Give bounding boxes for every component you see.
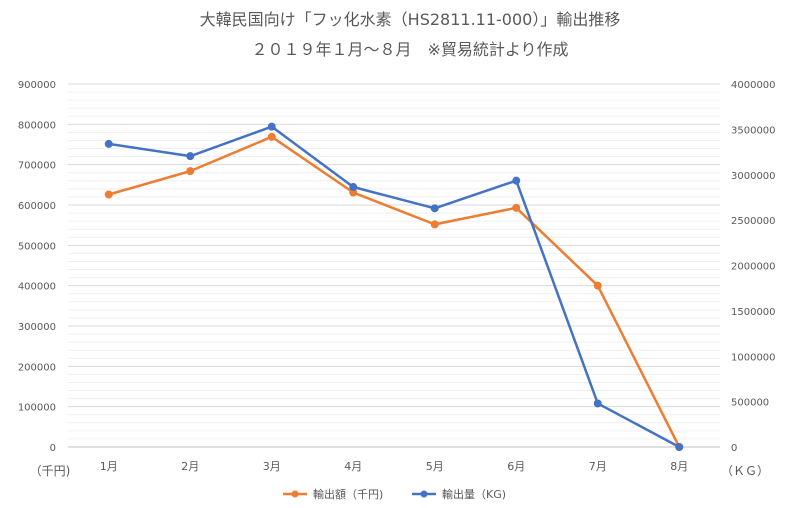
data-point-series-2 (104, 139, 113, 148)
legend-label-1: 輸出額（千円) (313, 487, 383, 501)
legend: 輸出額（千円) 輸出量（KG) (283, 487, 506, 501)
data-point-series-1 (104, 190, 113, 199)
left-tick-label: 400000 (18, 282, 56, 293)
x-tick-label: 3月 (263, 460, 281, 473)
left-tick-label: 800000 (18, 120, 56, 131)
left-tick-label: 100000 (18, 403, 56, 414)
data-point-series-2 (186, 152, 195, 161)
right-tick-label: 500000 (731, 398, 769, 409)
right-tick-label: 1000000 (731, 352, 776, 363)
left-tick-label: 0 (50, 443, 56, 454)
chart-subtitle: ２０１９年１月～８月 ※貿易統計より作成 (251, 40, 568, 59)
x-tick-label: 7月 (589, 460, 607, 473)
data-point-series-1 (186, 167, 195, 176)
data-point-series-2 (675, 443, 684, 451)
series-line-1 (108, 135, 681, 448)
chart-title: 大韓民国向け「フッ化水素（HS2811.11-000）」輸出推移 (200, 10, 621, 29)
legend-marker-2 (420, 490, 428, 498)
right-axis-ticks: 0 500000 1000000 1500000 2000000 2500000 30000… (731, 80, 776, 454)
x-tick-label: 4月 (344, 460, 362, 473)
x-tick-label: 8月 (670, 460, 688, 473)
data-point-series-1 (430, 220, 439, 229)
gridlines (68, 83, 720, 448)
series-line-2 (108, 125, 680, 449)
data-point-series-2 (512, 176, 521, 185)
left-tick-label: 600000 (18, 201, 56, 212)
legend-marker-1 (291, 490, 299, 498)
legend-label-2: 輸出量（KG) (442, 487, 506, 501)
left-axis-ticks: 0 100000 200000 300000 400000 500000 600000 700… (18, 80, 56, 454)
right-axis-unit-label: （ＫＧ） (721, 464, 769, 478)
data-point-series-2 (593, 399, 602, 408)
right-tick-label: 3000000 (731, 171, 776, 182)
left-axis-unit-label: （千円) (30, 464, 71, 478)
x-axis-ticks: 1月 2月 3月 4月 5月 6月 7月 8月 (100, 460, 689, 473)
x-tick-label: 5月 (426, 460, 444, 473)
left-tick-label: 900000 (18, 80, 56, 91)
right-tick-label: 1500000 (731, 307, 776, 318)
data-point-series-1 (267, 132, 276, 141)
data-point-series-1 (512, 203, 521, 212)
data-point-series-1 (593, 281, 602, 290)
right-tick-label: 0 (731, 443, 737, 454)
right-tick-label: 3500000 (731, 125, 776, 136)
x-tick-label: 6月 (507, 460, 525, 473)
data-point-series-2 (349, 183, 358, 192)
data-point-series-2 (430, 204, 439, 213)
data-point-series-2 (267, 122, 276, 131)
left-tick-label: 700000 (18, 161, 56, 172)
right-tick-label: 2000000 (731, 262, 776, 273)
right-tick-label: 2500000 (731, 216, 776, 227)
left-tick-label: 500000 (18, 241, 56, 252)
right-tick-label: 4000000 (731, 80, 776, 91)
left-tick-label: 300000 (18, 322, 56, 333)
series-layer (104, 122, 684, 451)
x-tick-label: 1月 (100, 460, 118, 473)
left-tick-label: 200000 (18, 362, 56, 373)
x-tick-label: 2月 (181, 460, 199, 473)
